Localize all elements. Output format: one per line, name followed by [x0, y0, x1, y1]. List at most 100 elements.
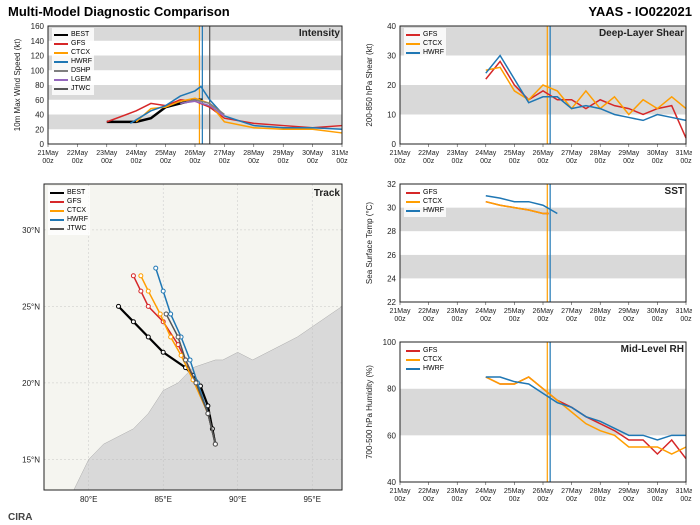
legend-item: JTWC — [54, 84, 92, 93]
svg-text:00z: 00z — [423, 158, 435, 165]
svg-text:120: 120 — [31, 52, 45, 61]
legend-line — [406, 210, 420, 212]
legend-line — [406, 192, 420, 194]
svg-text:00z: 00z — [537, 496, 549, 503]
legend-item: CTCX — [406, 197, 444, 206]
svg-text:00z: 00z — [72, 158, 84, 165]
legend-line — [50, 219, 64, 221]
svg-text:0: 0 — [40, 140, 45, 149]
svg-text:21May: 21May — [389, 150, 411, 157]
svg-text:40: 40 — [387, 22, 396, 31]
legend-item: HWRF — [50, 215, 88, 224]
svg-text:28May: 28May — [590, 488, 612, 495]
svg-text:23May: 23May — [447, 488, 469, 495]
legend: BESTGFSCTCXHWRFJTWC — [48, 186, 90, 235]
svg-text:30May: 30May — [647, 308, 669, 315]
svg-text:140: 140 — [31, 37, 45, 46]
legend-label: GFS — [423, 346, 437, 355]
svg-text:23May: 23May — [447, 308, 469, 315]
svg-text:23May: 23May — [447, 150, 469, 157]
svg-text:60: 60 — [387, 431, 396, 440]
legend-item: DSHP — [54, 66, 92, 75]
svg-text:00z: 00z — [595, 316, 607, 323]
intensity-panel: 02040608010012014016021May00z22May00z23M… — [8, 22, 348, 172]
legend-label: DSHP — [71, 66, 90, 75]
svg-text:00z: 00z — [101, 158, 113, 165]
legend-label: GFS — [423, 30, 437, 39]
svg-text:27May: 27May — [214, 150, 236, 157]
svg-text:24: 24 — [387, 274, 396, 283]
legend-label: HWRF — [423, 364, 444, 373]
svg-text:24May: 24May — [475, 150, 497, 157]
svg-text:31May: 31May — [331, 150, 348, 157]
svg-text:25May: 25May — [504, 488, 526, 495]
legend-line — [406, 350, 420, 352]
svg-text:00z: 00z — [566, 316, 578, 323]
legend-line — [406, 201, 420, 203]
svg-text:00z: 00z — [423, 496, 435, 503]
legend-label: GFS — [423, 188, 437, 197]
svg-text:00z: 00z — [160, 158, 172, 165]
svg-text:22May: 22May — [418, 150, 440, 157]
svg-text:00z: 00z — [480, 496, 492, 503]
legend-item: HWRF — [54, 57, 92, 66]
svg-text:20: 20 — [387, 81, 396, 90]
legend: GFSCTCXHWRF — [404, 186, 446, 217]
legend-item: GFS — [406, 30, 444, 39]
svg-text:00z: 00z — [623, 496, 635, 503]
svg-text:00z: 00z — [652, 316, 664, 323]
svg-text:00z: 00z — [307, 158, 319, 165]
svg-text:95°E: 95°E — [303, 495, 320, 504]
svg-text:25°N: 25°N — [22, 302, 40, 311]
svg-text:20: 20 — [35, 125, 44, 134]
rh-panel: 40608010021May00z22May00z23May00z24May00… — [360, 338, 692, 510]
legend-line — [54, 43, 68, 45]
storm-id: YAAS - IO022021 — [588, 4, 692, 19]
svg-text:00z: 00z — [42, 158, 54, 165]
svg-text:00z: 00z — [680, 496, 692, 503]
svg-text:00z: 00z — [394, 316, 406, 323]
svg-text:00z: 00z — [336, 158, 348, 165]
svg-text:00z: 00z — [394, 496, 406, 503]
svg-text:28May: 28May — [590, 308, 612, 315]
sst-panel: 22242628303221May00z22May00z23May00z24Ma… — [360, 180, 692, 330]
svg-text:80: 80 — [387, 385, 396, 394]
legend-line — [406, 34, 420, 36]
legend-item: BEST — [54, 30, 92, 39]
svg-text:26: 26 — [387, 251, 396, 260]
svg-text:00z: 00z — [278, 158, 290, 165]
svg-text:700-500 hPa Humidity (%): 700-500 hPa Humidity (%) — [365, 365, 374, 459]
svg-text:00z: 00z — [509, 496, 521, 503]
svg-text:00z: 00z — [566, 496, 578, 503]
svg-text:30May: 30May — [302, 150, 324, 157]
legend-label: GFS — [71, 39, 85, 48]
title-bar: Multi-Model Diagnostic Comparison YAAS -… — [0, 4, 700, 19]
svg-text:31May: 31May — [675, 488, 692, 495]
svg-text:160: 160 — [31, 22, 45, 31]
svg-text:00z: 00z — [248, 158, 260, 165]
svg-text:10: 10 — [387, 111, 396, 120]
legend-line — [54, 79, 68, 81]
legend-label: BEST — [71, 30, 89, 39]
svg-text:00z: 00z — [680, 316, 692, 323]
svg-text:27May: 27May — [561, 150, 583, 157]
legend-label: JTWC — [67, 224, 86, 233]
svg-text:29May: 29May — [273, 150, 295, 157]
svg-text:29May: 29May — [618, 150, 640, 157]
legend-label: GFS — [67, 197, 81, 206]
svg-text:00z: 00z — [189, 158, 201, 165]
legend-label: JTWC — [71, 84, 90, 93]
legend: BESTGFSCTCXHWRFDSHPLGEMJTWC — [52, 28, 94, 95]
svg-text:00z: 00z — [652, 158, 664, 165]
svg-text:00z: 00z — [480, 316, 492, 323]
svg-text:31May: 31May — [675, 308, 692, 315]
legend-item: LGEM — [54, 75, 92, 84]
legend-line — [54, 61, 68, 63]
legend-line — [406, 368, 420, 370]
legend-label: CTCX — [423, 355, 442, 364]
legend-label: HWRF — [67, 215, 88, 224]
svg-text:20°N: 20°N — [22, 379, 40, 388]
svg-text:21May: 21May — [389, 488, 411, 495]
svg-text:23May: 23May — [96, 150, 118, 157]
svg-text:SST: SST — [665, 186, 684, 197]
